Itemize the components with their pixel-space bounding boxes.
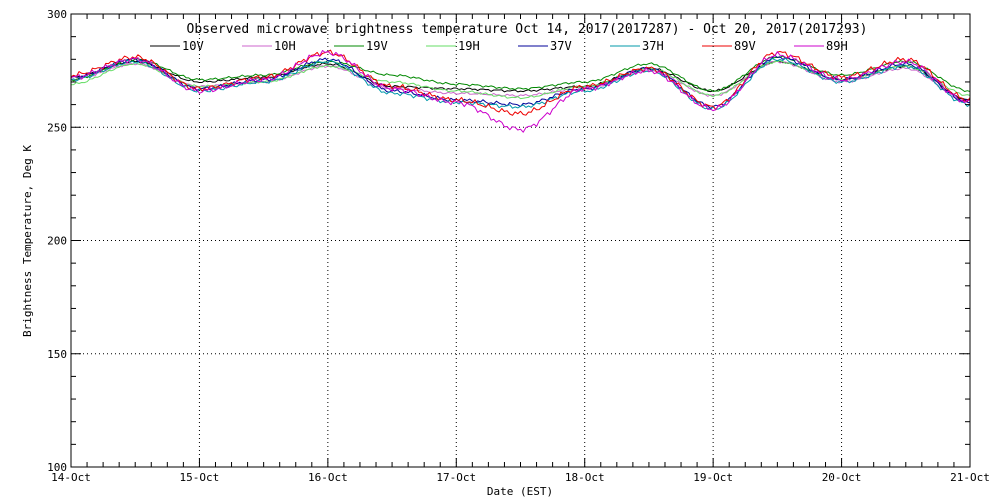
legend-label-10v: 10V	[182, 39, 204, 53]
y-tick-label: 100	[47, 461, 67, 474]
series-line-19h	[70, 60, 971, 100]
series-lines	[70, 49, 971, 133]
x-tick-labels: 14-Oct 15-Oct 16-Oct 17-Oct 18-Oct 19-Oct 20-O…	[51, 471, 990, 484]
y-tick-labels: 100 150 200 250 300	[47, 8, 67, 474]
y-tick-label: 200	[47, 235, 67, 248]
x-tick-label: 18-Oct	[565, 471, 605, 484]
legend-label-89v: 89V	[734, 39, 756, 53]
y-tick-label: 300	[47, 8, 67, 21]
x-tick-label: 16-Oct	[308, 471, 348, 484]
axis-ticks	[70, 13, 971, 468]
legend-label-37v: 37V	[550, 39, 572, 53]
legend: 10V 10H 19V 19H 37V 37H 89V 89H	[150, 39, 848, 53]
legend-label-89h: 89H	[826, 39, 848, 53]
x-tick-label: 14-Oct	[51, 471, 91, 484]
series-line-10h	[70, 60, 971, 104]
series-line-89h	[70, 50, 971, 133]
x-tick-label: 17-Oct	[436, 471, 476, 484]
legend-label-19v: 19V	[366, 39, 388, 53]
legend-label-19h: 19H	[458, 39, 480, 53]
x-tick-label: 20-Oct	[822, 471, 862, 484]
y-tick-label: 150	[47, 348, 67, 361]
chart-title: Observed microwave brightness temperatur…	[187, 22, 868, 37]
y-tick-label: 250	[47, 121, 67, 134]
x-tick-label: 15-Oct	[180, 471, 220, 484]
x-axis-label: Date (EST)	[487, 485, 553, 498]
legend-label-10h: 10H	[274, 39, 296, 53]
legend-label-37h: 37H	[642, 39, 664, 53]
y-axis-label: Brightness Temperature, Deg K	[21, 145, 34, 337]
x-tick-label: 21-Oct	[950, 471, 990, 484]
series-line-37h	[70, 57, 971, 110]
x-tick-label: 19-Oct	[693, 471, 733, 484]
